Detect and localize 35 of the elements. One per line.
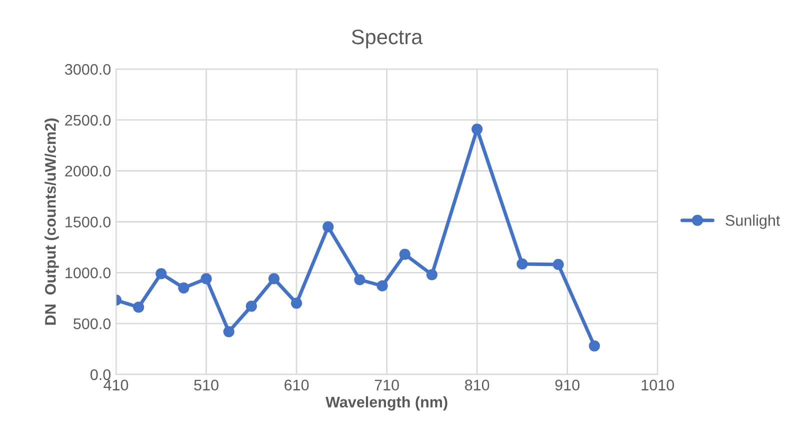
y-tick-label: 0.0: [90, 369, 111, 380]
x-tick-label: 410: [104, 380, 128, 390]
y-tick-label: 500.0: [74, 318, 111, 330]
y-axis-title: DN Output (counts/uW/cm2): [44, 118, 59, 325]
x-tick-label: 1010: [642, 380, 674, 390]
x-tick-label: 810: [464, 380, 490, 390]
y-tick-label: 2000.0: [65, 166, 111, 177]
point: [200, 273, 212, 284]
point: [290, 298, 302, 309]
y-tick-label: 1000.0: [66, 268, 111, 278]
point: [223, 326, 234, 338]
point: [516, 258, 528, 270]
y-tick-label: 1500.0: [66, 216, 111, 228]
x-axis-title: Wavelength (nm): [326, 396, 448, 411]
point: [178, 282, 190, 294]
x-tick-label: 710: [374, 380, 399, 390]
legend-label: Sunlight: [726, 214, 780, 229]
chart-title: Spectra: [352, 30, 423, 48]
y-tick-label: 2500.0: [65, 114, 111, 126]
point: [552, 258, 564, 270]
point: [426, 269, 438, 280]
point: [376, 280, 388, 292]
point: [156, 268, 167, 280]
point: [322, 221, 334, 232]
x-tick-label: 510: [194, 380, 218, 390]
point: [246, 300, 257, 312]
x-tick-label: 610: [284, 380, 309, 390]
point: [268, 273, 280, 284]
point: [472, 124, 483, 135]
point: [588, 340, 600, 352]
point: [354, 274, 366, 286]
point: [399, 248, 410, 260]
point: [133, 302, 144, 313]
y-tick-label: 3000.0: [65, 64, 111, 75]
x-tick-label: 910: [555, 380, 580, 390]
